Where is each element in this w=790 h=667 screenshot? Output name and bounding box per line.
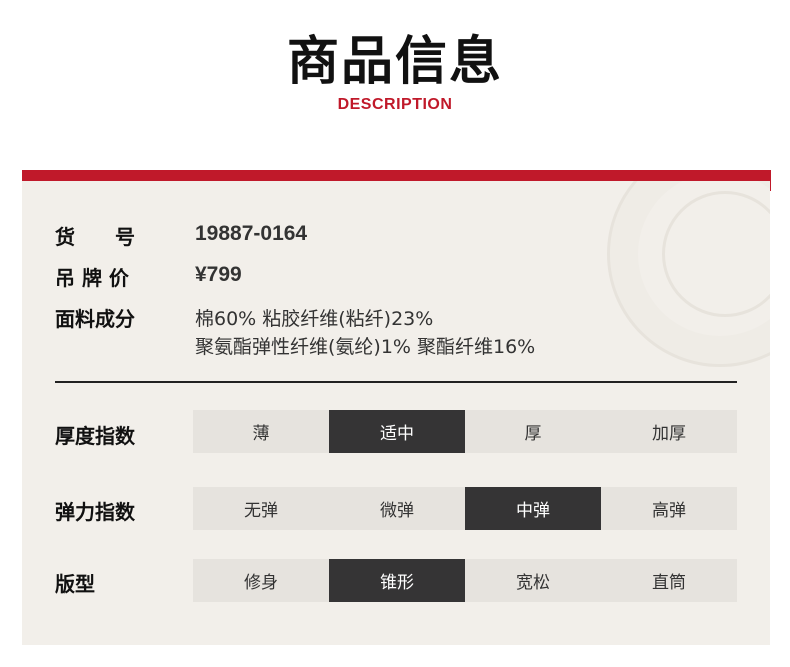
option-item: 加厚 <box>601 410 737 453</box>
fit-label: 版型 <box>55 572 95 596</box>
page-title: 商品信息 <box>286 32 503 92</box>
thickness-scale: 薄适中厚加厚 <box>193 410 737 453</box>
elasticity-scale: 无弹 微弹 中弹 高弹 <box>193 487 737 530</box>
option-selected: 适中 <box>329 410 465 453</box>
price-label: 吊 牌 价 <box>55 266 129 290</box>
accent-bar-tab <box>769 181 771 191</box>
option-selected: 中弹 <box>465 487 601 530</box>
option-item: 厚 <box>465 410 601 453</box>
fit-scale: 修身 锥形 宽松 直筒 <box>193 559 737 602</box>
option-selected: 锥形 <box>329 559 465 602</box>
fabric-line-2: 聚氨酯弹性纤维(氨纶)1% 聚酯纤维16% <box>195 336 536 358</box>
option-item: 薄 <box>193 410 329 453</box>
page-subtitle: DESCRIPTION <box>337 96 453 113</box>
fabric-label: 面料成分 <box>55 307 135 331</box>
item-no-label: 货 号 <box>55 225 135 249</box>
option-item: 修身 <box>193 559 329 602</box>
divider <box>55 381 737 383</box>
thickness-label: 厚度指数 <box>55 424 135 448</box>
fabric-line-1: 棉60% 粘胶纤维(粘纤)23% <box>195 308 434 330</box>
accent-bar <box>22 170 771 181</box>
option-item: 微弹 <box>329 487 465 530</box>
watermark-stamp-inner <box>662 191 770 317</box>
option-item: 高弹 <box>601 487 737 530</box>
option-item: 无弹 <box>193 487 329 530</box>
price-value: ¥799 <box>195 263 242 286</box>
item-no-value: 19887-0164 <box>195 222 308 245</box>
option-item: 直筒 <box>601 559 737 602</box>
elasticity-label: 弹力指数 <box>55 500 135 524</box>
option-item: 宽松 <box>465 559 601 602</box>
info-panel: 货 号 19887-0164 吊 牌 价 ¥799 面料成分 棉60% 粘胶纤维… <box>22 181 770 645</box>
